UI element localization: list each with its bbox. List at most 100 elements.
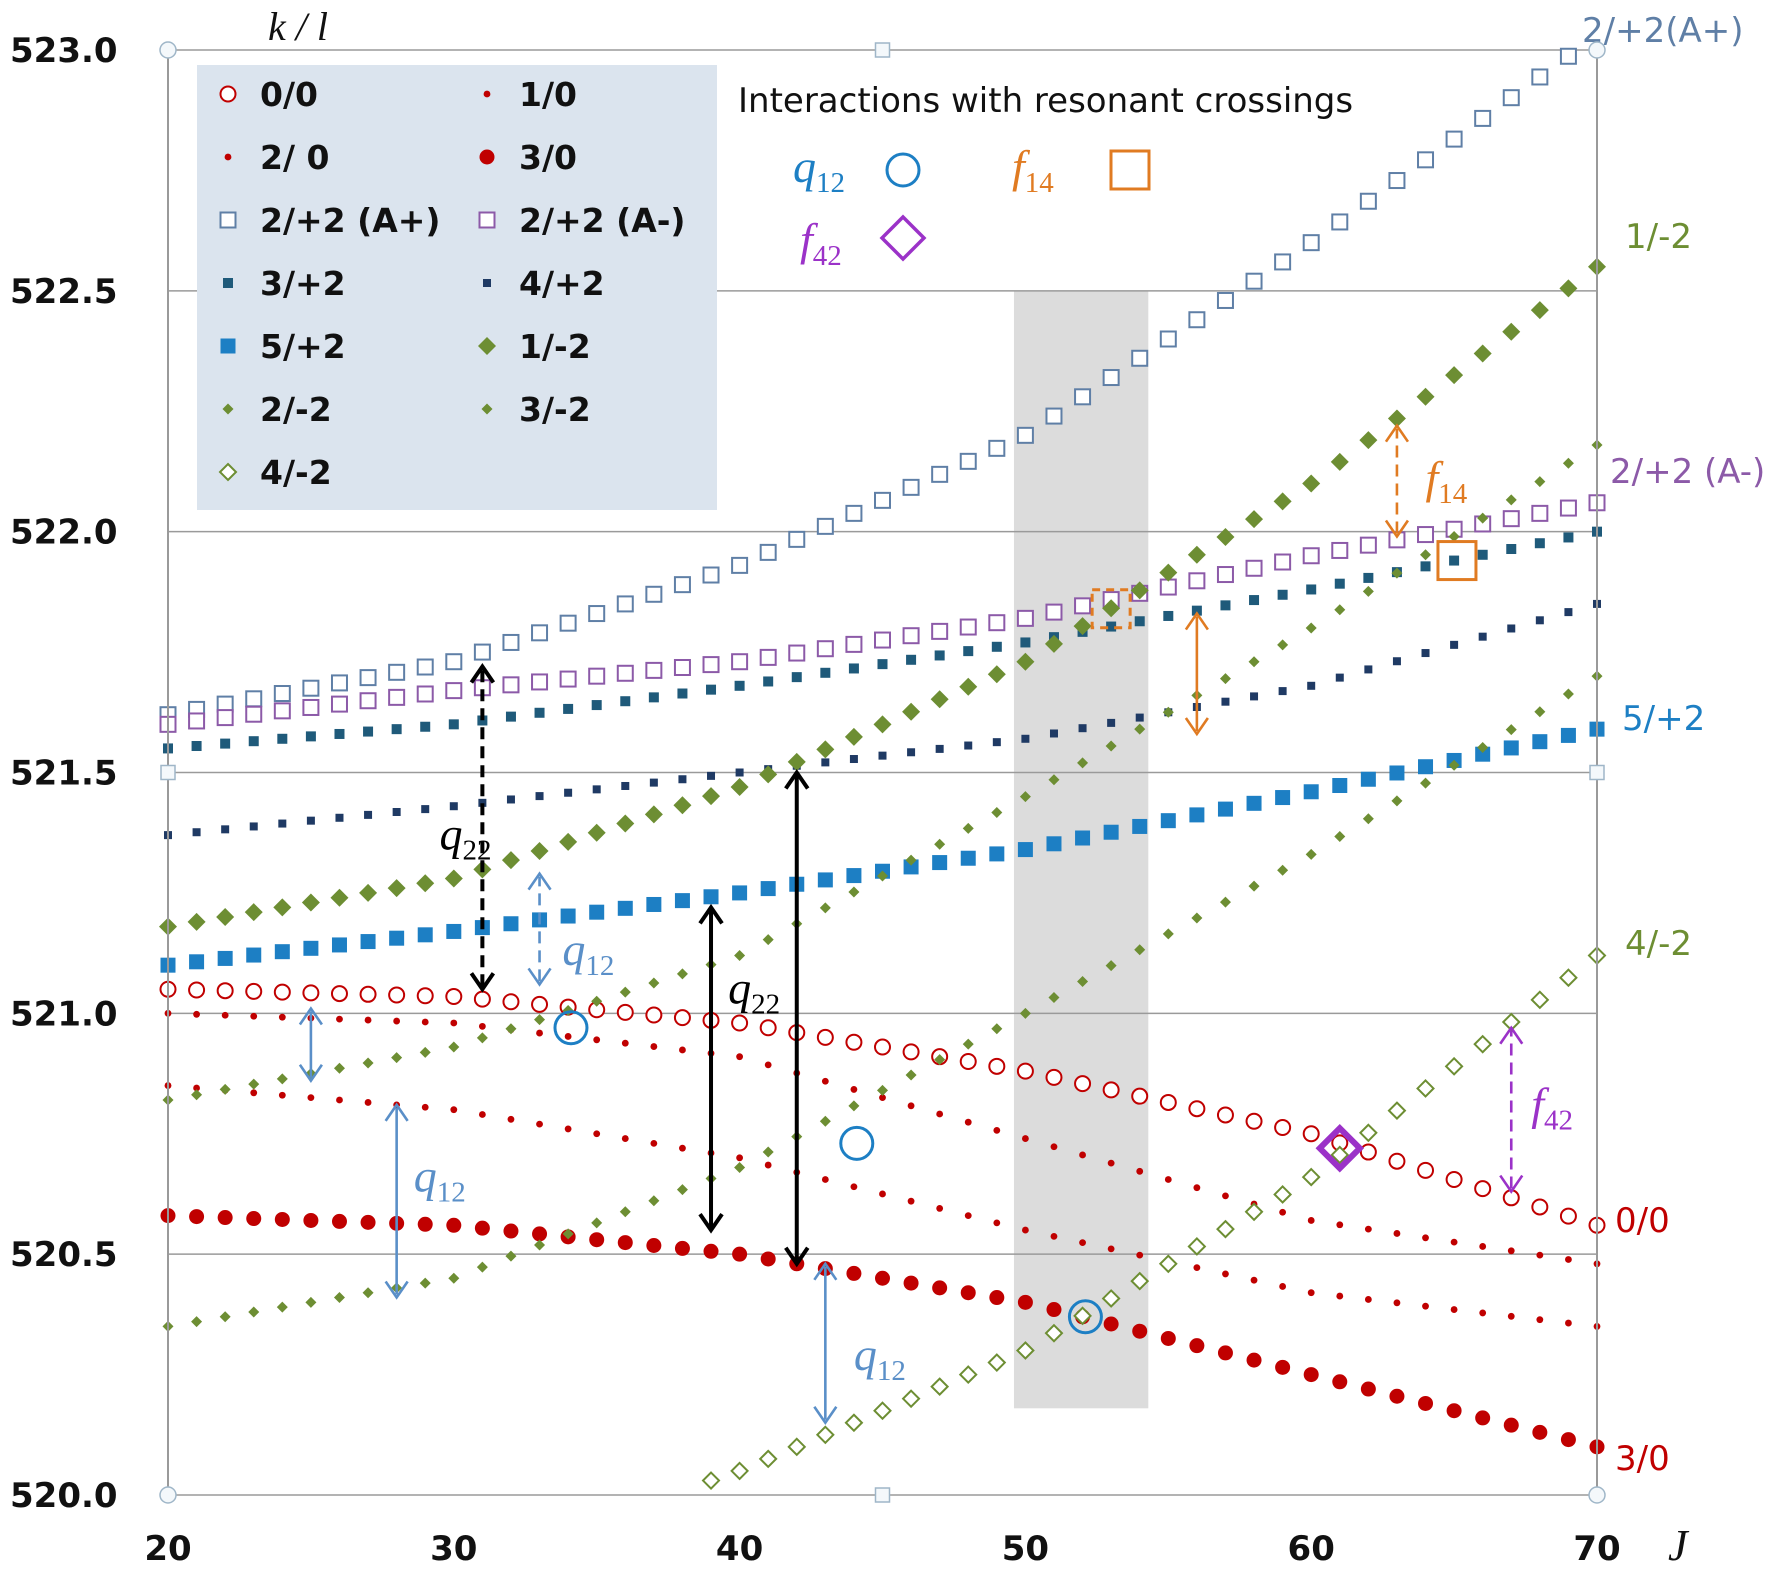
data-point bbox=[330, 674, 348, 692]
data-point bbox=[1503, 740, 1519, 756]
data-point bbox=[1022, 1226, 1029, 1234]
data-point bbox=[764, 1061, 772, 1069]
data-point bbox=[676, 1184, 688, 1196]
data-point bbox=[1507, 624, 1516, 633]
data-point bbox=[846, 1265, 862, 1281]
data-point bbox=[648, 1195, 660, 1207]
data-point bbox=[1107, 718, 1116, 727]
data-point bbox=[759, 648, 777, 666]
data-point bbox=[760, 881, 776, 897]
data-point bbox=[1019, 1007, 1031, 1019]
data-point bbox=[587, 823, 606, 842]
shade-layer bbox=[1013, 290, 1149, 1409]
legend-marker bbox=[483, 90, 491, 98]
annotation-label: q22 bbox=[440, 809, 492, 867]
data-point bbox=[273, 685, 291, 703]
data-point bbox=[1474, 109, 1492, 127]
data-point bbox=[907, 748, 916, 757]
data-point bbox=[844, 1413, 864, 1433]
data-point bbox=[1307, 1289, 1315, 1297]
data-point bbox=[1303, 1367, 1319, 1383]
data-point bbox=[1130, 1271, 1150, 1291]
data-point bbox=[1387, 409, 1406, 428]
data-point bbox=[816, 517, 834, 535]
chart-handle bbox=[874, 42, 891, 58]
data-point bbox=[505, 711, 516, 722]
data-point bbox=[1216, 291, 1234, 309]
data-point bbox=[849, 755, 858, 764]
data-point bbox=[364, 1099, 372, 1106]
data-point bbox=[1362, 585, 1374, 597]
data-point bbox=[419, 1046, 431, 1058]
data-point bbox=[478, 798, 487, 807]
data-point bbox=[1416, 387, 1435, 406]
data-point bbox=[1302, 1125, 1320, 1143]
crossing-legend-square bbox=[1109, 149, 1151, 191]
crossings-title: Interactions with resonant crossings bbox=[738, 81, 1353, 121]
data-point bbox=[1045, 1068, 1063, 1086]
data-point bbox=[391, 724, 402, 735]
data-point bbox=[531, 624, 549, 642]
data-point bbox=[244, 903, 263, 922]
data-point bbox=[1073, 1306, 1092, 1326]
data-point bbox=[621, 1135, 629, 1142]
data-point bbox=[902, 478, 920, 496]
data-point bbox=[1220, 600, 1231, 611]
data-point bbox=[934, 838, 946, 850]
crossing-legend-circle bbox=[885, 152, 921, 188]
data-point bbox=[278, 819, 287, 828]
data-point bbox=[1507, 1247, 1515, 1255]
data-point bbox=[678, 775, 687, 784]
data-point bbox=[221, 1011, 229, 1019]
data-point bbox=[1301, 1167, 1321, 1187]
legend-marker bbox=[478, 337, 496, 355]
data-point bbox=[1359, 192, 1377, 210]
data-point bbox=[392, 807, 401, 816]
data-point bbox=[877, 1084, 888, 1096]
data-point bbox=[1565, 1319, 1572, 1327]
data-point bbox=[1277, 589, 1288, 600]
data-point bbox=[1332, 778, 1348, 794]
data-point bbox=[1163, 610, 1174, 621]
data-point bbox=[276, 1301, 288, 1313]
data-point bbox=[303, 940, 319, 956]
data-point bbox=[1559, 1207, 1577, 1225]
data-point bbox=[216, 908, 235, 926]
data-point bbox=[444, 869, 463, 888]
data-point bbox=[821, 758, 830, 767]
legend-marker bbox=[220, 338, 236, 354]
data-point bbox=[1160, 813, 1176, 829]
data-point bbox=[1445, 1171, 1463, 1189]
data-point bbox=[648, 977, 660, 989]
data-point bbox=[1017, 842, 1033, 858]
data-point bbox=[473, 990, 491, 1008]
data-point bbox=[359, 883, 378, 902]
highlight-band bbox=[1013, 290, 1149, 1409]
data-point bbox=[1387, 1101, 1407, 1121]
data-point bbox=[593, 1130, 601, 1138]
data-point bbox=[1105, 960, 1117, 972]
legend-label: 3/+2 bbox=[260, 264, 346, 303]
data-point bbox=[702, 787, 721, 806]
data-point bbox=[359, 692, 377, 710]
data-point bbox=[564, 788, 573, 797]
data-point bbox=[878, 751, 887, 760]
data-point bbox=[191, 741, 202, 752]
data-point bbox=[393, 1017, 401, 1025]
data-point bbox=[1136, 1167, 1144, 1175]
data-point bbox=[448, 1272, 460, 1284]
data-point bbox=[993, 1126, 1001, 1134]
annotation-label: q12 bbox=[562, 924, 614, 982]
series-end-label: 2/+2(A+) bbox=[1582, 11, 1743, 51]
data-point bbox=[1450, 1238, 1458, 1246]
legend-label: 2/+2 (A+) bbox=[260, 201, 440, 240]
series-0-0 bbox=[159, 980, 1606, 1234]
data-point bbox=[1336, 1221, 1344, 1229]
data-point bbox=[1420, 777, 1432, 789]
data-point bbox=[1248, 656, 1260, 668]
data-point bbox=[1448, 759, 1460, 771]
data-point bbox=[621, 1039, 629, 1047]
data-point bbox=[1477, 741, 1489, 753]
data-point bbox=[193, 1010, 200, 1018]
data-point bbox=[873, 715, 892, 734]
